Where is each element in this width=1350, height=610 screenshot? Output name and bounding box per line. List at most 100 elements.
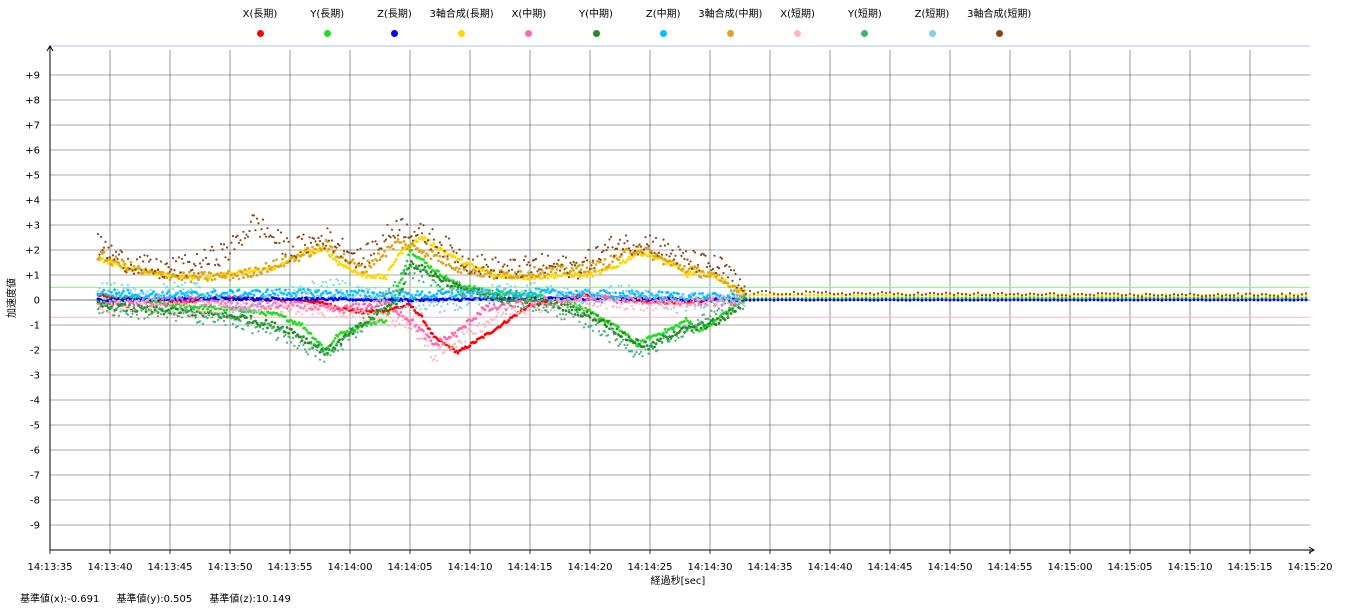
data-point <box>221 315 224 318</box>
data-point <box>1192 298 1196 302</box>
data-point <box>218 303 221 306</box>
data-point <box>500 300 503 304</box>
data-point <box>129 315 133 319</box>
data-point <box>119 310 122 313</box>
data-point <box>447 343 451 346</box>
data-point <box>629 257 632 261</box>
data-point <box>606 295 610 298</box>
data-point <box>569 311 572 314</box>
data-point <box>719 314 722 317</box>
data-point <box>320 311 323 314</box>
data-point <box>618 306 622 309</box>
data-point <box>266 288 269 292</box>
data-point <box>296 347 299 350</box>
data-point <box>614 291 617 295</box>
legend-marker <box>928 30 936 37</box>
data-point <box>576 299 580 302</box>
data-point <box>326 298 329 302</box>
data-point <box>972 296 976 300</box>
data-point <box>549 270 553 274</box>
data-point <box>107 311 110 314</box>
legend-marker <box>390 30 398 37</box>
data-point <box>264 290 268 294</box>
data-point <box>609 254 613 258</box>
data-point <box>618 343 622 346</box>
data-point <box>621 301 625 304</box>
data-point <box>662 331 665 335</box>
data-point <box>447 263 451 266</box>
data-point <box>663 334 667 337</box>
data-point <box>728 285 731 289</box>
data-point <box>1048 296 1052 300</box>
data-point <box>300 301 304 305</box>
data-point <box>1060 298 1064 302</box>
data-point <box>117 299 121 302</box>
data-point <box>258 326 262 329</box>
data-point <box>456 285 460 289</box>
data-point <box>191 310 194 313</box>
data-point <box>425 324 428 327</box>
data-point <box>248 305 251 308</box>
data-point <box>1284 298 1288 302</box>
data-point <box>311 308 314 311</box>
data-point <box>144 307 148 311</box>
data-point <box>500 269 503 272</box>
data-point <box>101 257 104 260</box>
data-point <box>630 289 634 293</box>
data-point <box>738 300 742 303</box>
data-point <box>257 267 260 271</box>
data-point <box>639 249 643 252</box>
data-point <box>585 298 589 302</box>
data-point <box>668 259 671 263</box>
legend-marker <box>726 30 734 37</box>
data-point <box>1048 293 1052 297</box>
data-point <box>108 303 112 306</box>
data-point <box>384 254 388 258</box>
data-point <box>365 307 368 310</box>
data-point <box>492 297 496 300</box>
data-point <box>764 298 768 302</box>
data-point <box>210 316 214 319</box>
data-point <box>201 311 205 314</box>
data-point <box>243 314 247 318</box>
data-point <box>1096 298 1100 302</box>
data-point <box>522 306 526 310</box>
data-point <box>531 309 535 313</box>
data-point <box>260 294 263 298</box>
data-point <box>411 323 415 326</box>
data-point <box>503 307 506 310</box>
data-point <box>360 311 364 314</box>
data-point <box>471 289 475 292</box>
data-point <box>521 303 524 306</box>
data-point <box>657 290 661 294</box>
data-point <box>1160 298 1164 302</box>
data-point <box>489 272 493 275</box>
data-point <box>662 262 665 266</box>
data-point <box>371 259 374 263</box>
data-point <box>284 301 287 305</box>
data-point <box>494 306 497 309</box>
data-point <box>1052 298 1056 302</box>
data-point <box>1040 298 1044 302</box>
data-point <box>345 289 349 293</box>
data-point <box>570 308 574 312</box>
data-point <box>1260 298 1264 302</box>
data-point <box>896 293 900 297</box>
data-point <box>294 313 298 316</box>
data-point <box>389 303 392 307</box>
data-point <box>599 260 602 264</box>
data-point <box>122 260 125 263</box>
data-point <box>164 296 167 300</box>
data-point <box>591 261 595 265</box>
data-point <box>1232 296 1236 300</box>
data-point <box>158 308 161 311</box>
data-point <box>980 298 984 302</box>
data-point <box>381 254 385 257</box>
data-point <box>162 312 166 316</box>
data-point <box>269 267 272 271</box>
data-point <box>356 325 359 329</box>
data-point <box>234 326 238 329</box>
data-point <box>348 319 352 322</box>
data-point <box>302 253 305 257</box>
legend-marker <box>659 30 667 37</box>
